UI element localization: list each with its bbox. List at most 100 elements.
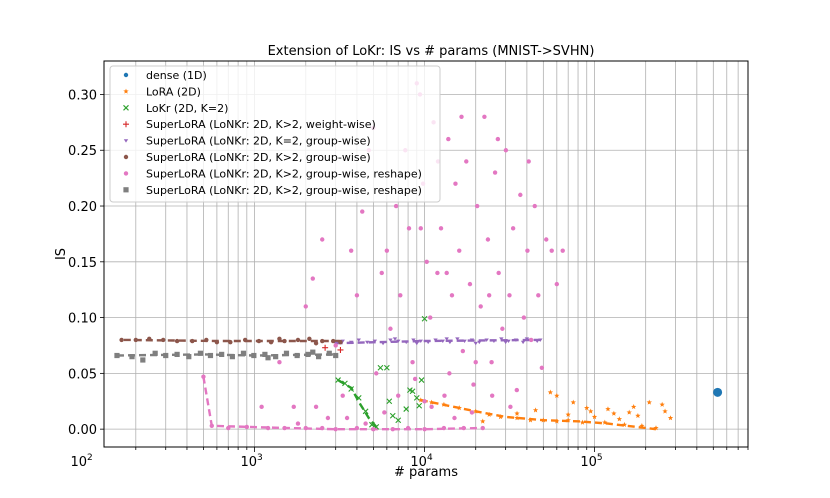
data-point-series-4 [503, 340, 508, 345]
data-point-series-2 [386, 398, 393, 405]
data-point-series-5 [313, 341, 319, 346]
data-point-series-4 [356, 338, 361, 342]
data-point-series-2 [403, 406, 410, 412]
data-point-series-6 [265, 425, 271, 431]
data-point-series-6 [485, 237, 491, 242]
data-point-series-7 [129, 354, 135, 360]
data-point-series-6 [303, 425, 308, 431]
data-point-series-6 [406, 226, 412, 231]
data-point-series-5 [214, 339, 220, 345]
data-point-series-4 [396, 339, 401, 344]
data-point-series-6 [344, 415, 350, 421]
data-point-series-1 [428, 399, 435, 405]
data-point-series-6 [384, 248, 390, 253]
legend-marker-5 [123, 154, 129, 160]
data-point-series-5 [320, 338, 325, 344]
data-point-series-6 [354, 293, 360, 298]
data-point-series-6 [486, 293, 492, 298]
data-point-series-6 [388, 326, 393, 331]
legend-label-4: SuperLoRA (LoNKr: 2D, K=2, group-wise) [146, 135, 371, 148]
data-point-series-1 [480, 418, 486, 424]
legend-label-2: LoKr (2D, K=2) [146, 102, 228, 115]
legend-label-7: SuperLoRA (LoNKr: 2D, K>2, group-wise, r… [146, 184, 422, 197]
data-point-series-1 [591, 414, 598, 420]
data-point-series-7 [315, 354, 322, 360]
data-point-series-5 [228, 339, 233, 345]
data-point-series-1 [659, 401, 665, 407]
data-point-series-0 [713, 387, 723, 397]
data-point-series-7 [262, 351, 268, 358]
trend-line-series-2 [337, 379, 378, 428]
data-point-series-6 [544, 237, 549, 242]
data-point-series-6 [489, 393, 495, 398]
data-point-series-4 [440, 339, 445, 344]
data-point-series-1 [588, 408, 594, 414]
data-point-series-6 [457, 248, 462, 253]
data-point-series-6 [469, 410, 475, 415]
data-point-series-1 [626, 409, 632, 415]
data-point-series-6 [320, 425, 325, 431]
data-point-series-4 [534, 339, 540, 344]
data-point-series-6 [554, 281, 560, 287]
data-point-series-6 [396, 393, 401, 398]
data-point-series-5 [174, 338, 180, 344]
trend-line-series-5 [123, 338, 341, 343]
data-point-series-6 [405, 425, 411, 431]
plot-frame [103, 60, 749, 448]
data-point-series-2 [418, 377, 425, 383]
data-point-series-6 [363, 421, 368, 426]
legend-marker-2 [123, 104, 129, 111]
data-point-series-2 [389, 412, 396, 419]
data-point-series-6 [320, 237, 325, 242]
data-point-series-1 [565, 417, 571, 423]
legend-label-1: LoRA (2D) [146, 85, 201, 98]
data-point-series-7 [265, 355, 271, 361]
data-point-series-6 [514, 387, 520, 393]
legend-marker-7 [123, 187, 129, 193]
data-point-series-5 [119, 337, 124, 343]
data-point-series-4 [404, 340, 409, 345]
data-point-series-1 [584, 405, 590, 411]
y-tick-label: 0.25 [68, 144, 97, 159]
data-point-series-1 [616, 416, 623, 422]
y-axis: 0.00 0.05 0.10 0.15 0.20 0.25 0.30 [68, 88, 104, 438]
legend-label-0: dense (1D) [146, 69, 207, 82]
data-point-series-2 [348, 386, 355, 392]
y-tick-label: 0.15 [68, 256, 97, 271]
data-point-series-5 [256, 338, 262, 344]
data-point-series-6 [410, 360, 415, 365]
data-point-series-4 [524, 337, 530, 341]
data-point-series-6 [348, 248, 354, 253]
data-point-series-1 [621, 421, 628, 427]
data-point-series-6 [282, 425, 287, 431]
legend-marker-4 [123, 139, 129, 143]
data-point-series-7 [310, 349, 316, 355]
data-point-series-5 [268, 339, 274, 345]
data-point-series-6 [325, 415, 331, 421]
data-point-series-6 [521, 315, 527, 320]
data-point-series-6 [303, 304, 308, 309]
data-point-series-1 [486, 411, 492, 417]
legend: dense (1D) LoRA (2D) LoKr (2D, K=2) SuperLo… [109, 65, 441, 203]
data-point-series-6 [449, 293, 455, 298]
data-point-series-6 [379, 270, 384, 276]
data-point-series-1 [662, 408, 668, 414]
data-point-series-6 [209, 423, 214, 429]
data-point-series-6 [295, 421, 301, 426]
data-point-series-1 [418, 397, 424, 403]
data-point-series-7 [240, 350, 247, 356]
data-point-series-7 [219, 351, 225, 358]
y-axis-label: IS [54, 248, 69, 260]
data-point-series-6 [226, 425, 231, 431]
data-point-series-6 [525, 248, 530, 253]
data-point-series-6 [393, 203, 399, 209]
data-point-series-6 [492, 170, 498, 175]
data-point-series-6 [438, 226, 444, 231]
x-tick-label: 104 [410, 453, 433, 470]
data-point-series-4 [447, 340, 453, 345]
data-point-series-5 [330, 338, 336, 344]
data-point-series-4 [414, 341, 419, 346]
data-point-series-4 [365, 340, 370, 345]
data-point-series-7 [294, 352, 300, 359]
data-point-series-7 [283, 350, 290, 356]
